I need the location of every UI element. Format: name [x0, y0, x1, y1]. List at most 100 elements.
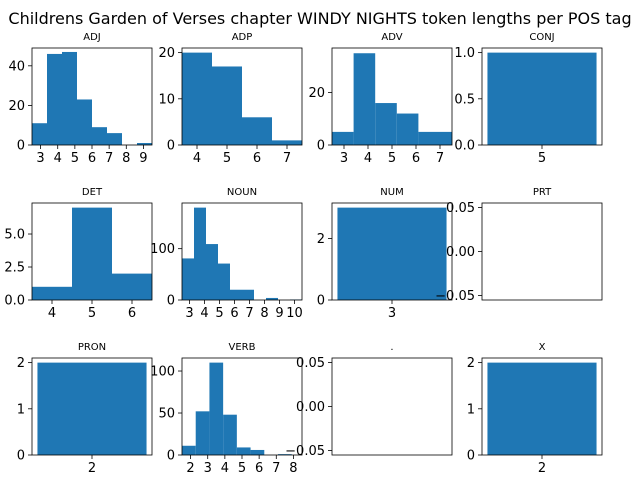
x-tick-label: 6: [88, 151, 96, 166]
histogram-bar: [107, 133, 122, 145]
x-tick-label: 9: [275, 306, 283, 321]
histogram-bar: [212, 66, 242, 145]
histogram-bar: [137, 143, 152, 145]
subplot-2: ADV 3 4 5 6 7 0 20: [308, 32, 453, 166]
histogram-bar: [353, 53, 376, 145]
y-tick-label: 0.5: [454, 92, 475, 107]
histogram-bar: [440, 131, 452, 145]
x-tick-label: 2: [88, 461, 96, 476]
x-tick-label: 5: [238, 461, 246, 476]
histogram-bar: [332, 131, 354, 145]
y-tick-label: 0.0: [4, 294, 25, 309]
y-tick-label: 0: [317, 294, 325, 309]
histogram-bar: [337, 207, 447, 300]
subplot-title: DET: [82, 187, 103, 198]
histogram-bar: [223, 414, 237, 455]
x-tick-label: 9: [139, 151, 147, 166]
x-tick-label: 5: [388, 151, 396, 166]
histogram-bar: [375, 103, 397, 145]
y-tick-label: 0: [17, 449, 25, 464]
y-tick-label: 100: [150, 242, 175, 257]
y-tick-label: 20: [158, 46, 175, 61]
x-tick-label: 7: [283, 151, 291, 166]
y-tick-label: 1: [467, 402, 475, 417]
histogram-bar: [72, 207, 112, 300]
x-tick-label: 4: [54, 151, 62, 166]
y-tick-label: 2: [317, 232, 325, 247]
x-tick-label: 3: [340, 151, 348, 166]
x-tick-label: 3: [185, 306, 193, 321]
x-tick-label: 6: [230, 306, 238, 321]
y-tick-label: 1.0: [454, 46, 475, 61]
y-tick-label: 0.00: [296, 400, 325, 415]
plot-frame: [331, 357, 453, 456]
histogram-bar: [209, 362, 224, 455]
histogram-bar: [194, 207, 206, 300]
subplot-title: .: [390, 342, 393, 353]
y-tick-label: 10: [158, 92, 175, 107]
subplot-4: DET 4 5 6 0.0 2.5 5.0: [4, 187, 153, 321]
figure-title: Childrens Garden of Verses chapter WINDY…: [8, 9, 631, 28]
y-tick-label: 0: [17, 139, 25, 154]
x-tick-label: 2: [538, 461, 546, 476]
y-tick-label: 50: [158, 407, 175, 422]
histogram-bar: [218, 263, 230, 300]
histogram-bar: [182, 52, 212, 146]
subplot-title: ADV: [381, 32, 402, 43]
histogram-bar: [266, 297, 278, 300]
x-tick-label: 3: [204, 461, 212, 476]
x-tick-label: 8: [289, 461, 297, 476]
y-tick-label: 40: [8, 59, 25, 74]
plot-frame: [481, 202, 603, 301]
y-tick-label: 0: [317, 139, 325, 154]
y-tick-label: −0.05: [435, 289, 475, 304]
x-tick-label: 7: [272, 461, 280, 476]
y-tick-label: 20: [308, 86, 325, 101]
x-tick-label: 5: [71, 151, 79, 166]
subplot-3: CONJ 5 0.0 0.5 1.0: [454, 32, 603, 166]
x-tick-label: 5: [88, 306, 96, 321]
y-tick-label: 0.00: [446, 245, 475, 260]
x-tick-label: 4: [48, 306, 56, 321]
subplot-10: . −0.05 0.00 0.05: [285, 342, 453, 459]
subplot-1: ADP 4 5 6 7 0 10 20: [158, 32, 303, 166]
x-tick-label: 6: [253, 151, 261, 166]
histogram-bar: [242, 117, 272, 145]
y-tick-label: 0.05: [296, 356, 325, 371]
x-tick-label: 7: [105, 151, 113, 166]
y-tick-label: 100: [150, 365, 175, 380]
x-tick-label: 4: [193, 151, 201, 166]
histogram-bar: [112, 273, 152, 300]
subplot-title: ADP: [232, 32, 253, 43]
x-tick-label: 7: [245, 306, 253, 321]
x-tick-label: 3: [36, 151, 44, 166]
y-tick-label: −0.05: [285, 444, 325, 459]
x-tick-label: 4: [200, 306, 208, 321]
x-tick-label: 10: [286, 306, 303, 321]
subplot-title: CONJ: [529, 32, 554, 43]
histogram-bar: [92, 127, 107, 145]
x-tick-label: 5: [538, 151, 546, 166]
x-tick-label: 3: [388, 306, 396, 321]
subplot-title: X: [539, 342, 546, 353]
y-tick-label: 2.5: [4, 261, 25, 276]
y-tick-label: 2: [17, 356, 25, 371]
y-tick-label: 1: [17, 402, 25, 417]
x-tick-label: 5: [223, 151, 231, 166]
subplot-11: X 2 0 1 2: [467, 342, 603, 476]
subplot-title: PRON: [78, 342, 106, 353]
plot-frame: [181, 47, 303, 146]
histogram-bar: [195, 411, 210, 455]
histogram-bar: [182, 445, 196, 455]
x-tick-label: 6: [255, 461, 263, 476]
subplot-title: VERB: [229, 342, 256, 353]
subplot-title: NOUN: [227, 187, 257, 198]
subplot-title: PRT: [533, 187, 552, 198]
x-tick-label: 8: [260, 306, 268, 321]
y-tick-label: 20: [8, 99, 25, 114]
x-tick-label: 4: [221, 461, 229, 476]
y-tick-label: 5.0: [4, 228, 25, 243]
